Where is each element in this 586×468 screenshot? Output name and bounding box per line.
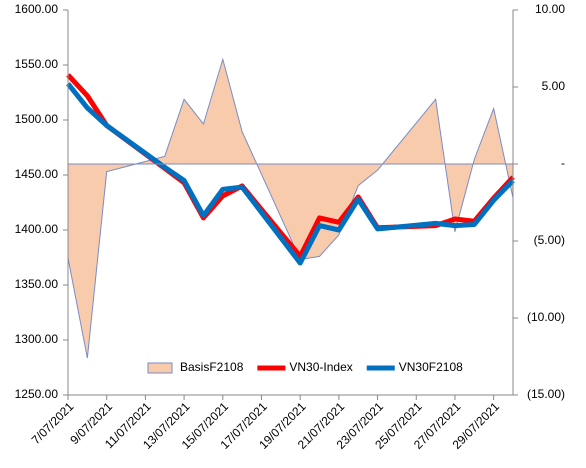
y-tick-label: 1400.00 (15, 222, 59, 236)
legend-label: VN30-Index (289, 360, 352, 374)
y2-tick-label: 5.00 (542, 79, 566, 93)
y2-tick-label: (15.00) (527, 387, 565, 401)
y2-tick-label: (5.00) (534, 233, 565, 247)
legend-label: VN30F2108 (399, 360, 463, 374)
y-tick-label: 1550.00 (15, 57, 59, 71)
y2-tick-label: 10.00 (535, 2, 565, 16)
legend-label: BasisF2108 (180, 360, 244, 374)
legend-swatch (147, 362, 173, 374)
y-tick-label: 1350.00 (15, 277, 59, 291)
y-tick-label: 1600.00 (15, 2, 59, 16)
y2-tick-label: (10.00) (527, 310, 565, 324)
line (66, 82, 515, 266)
y-tick-label: 1250.00 (15, 387, 59, 401)
y-tick-label: 1450.00 (15, 167, 59, 181)
legend: BasisF2108 VN30-Index VN30F2108 (147, 360, 463, 374)
area (67, 57, 514, 359)
y-tick-label: 1500.00 (15, 112, 59, 126)
y2-tick-label: - (561, 156, 565, 170)
y-tick-label: 1300.00 (15, 332, 59, 346)
